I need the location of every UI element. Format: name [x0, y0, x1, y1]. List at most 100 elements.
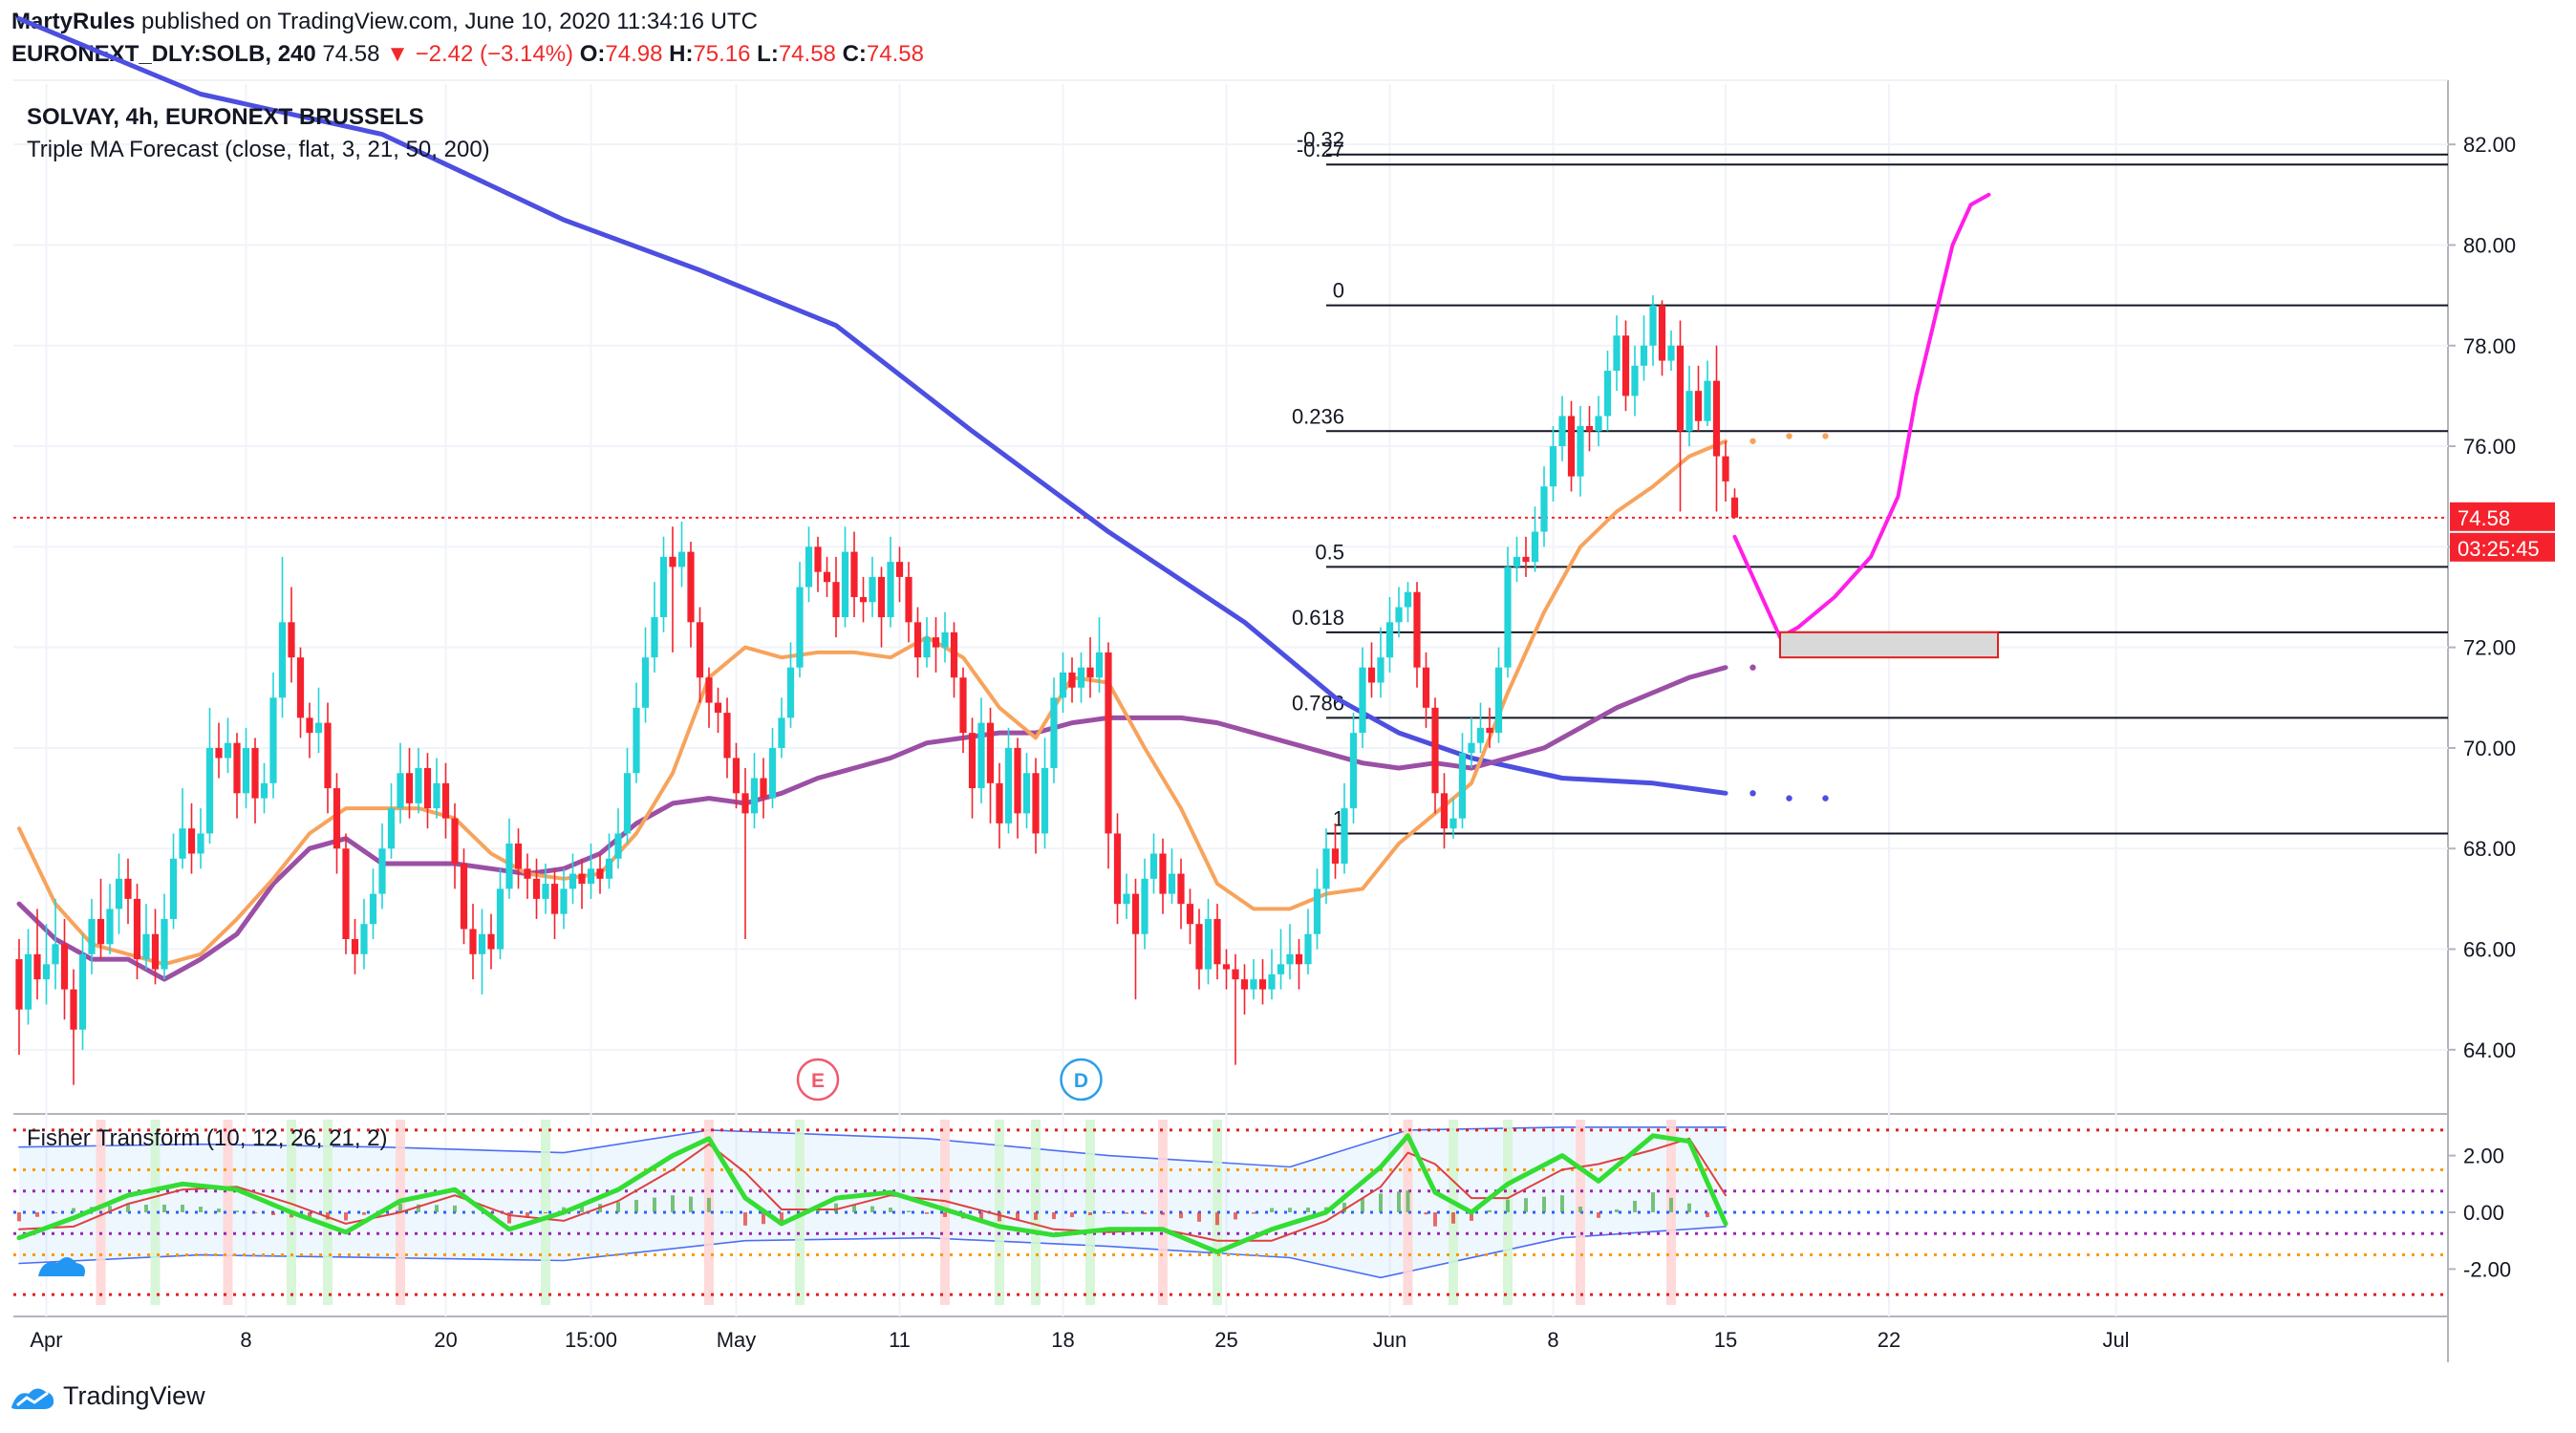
price-tag-bg — [2450, 502, 2555, 531]
candle-down — [251, 747, 259, 799]
candle-down — [1032, 773, 1040, 834]
candle-down — [1440, 793, 1449, 829]
fisher-histogram-bar — [1633, 1200, 1637, 1212]
candle-down — [296, 657, 305, 718]
fisher-histogram-bar — [126, 1204, 130, 1212]
close-value: 74.58 — [866, 41, 924, 67]
candle-up — [242, 747, 250, 794]
candle-up — [1504, 567, 1512, 668]
candle-down — [306, 717, 313, 734]
candle-up — [197, 833, 204, 854]
candle-up — [397, 773, 404, 809]
fisher-histogram-bar — [1125, 1212, 1128, 1214]
candle-down — [288, 622, 295, 658]
fisher-histogram-bar — [290, 1212, 293, 1218]
fisher-histogram-bar — [725, 1211, 729, 1213]
candle-up — [786, 667, 795, 718]
fisher-histogram-bar — [144, 1204, 148, 1212]
fisher-histogram-bar — [35, 1212, 39, 1217]
candle-up — [169, 858, 178, 919]
candle-down — [687, 551, 695, 623]
fisher-histogram-bar — [1578, 1206, 1582, 1212]
candle-up — [1577, 426, 1584, 477]
candle-up — [768, 747, 777, 799]
candle-up — [1268, 973, 1276, 990]
candle-down — [832, 582, 840, 618]
price-tick-label: 66.00 — [2463, 938, 2516, 962]
candle-up — [1041, 768, 1049, 834]
candle-up — [750, 778, 759, 814]
footer-brand[interactable]: TradingView — [63, 1381, 205, 1410]
candle-down — [596, 868, 604, 879]
candle-down — [423, 768, 432, 809]
fib-level-label: 0.618 — [1292, 606, 1344, 630]
fisher-histogram-bar — [199, 1207, 203, 1212]
fib-level-label: -0.27 — [1297, 138, 1344, 161]
candle-up — [941, 631, 949, 648]
main-panel-legend: SOLVAY, 4h, EURONEXT BRUSSELS Triple MA … — [27, 101, 490, 166]
time-tick-label: 8 — [1547, 1328, 1558, 1352]
candle-up — [1685, 391, 1693, 432]
candle-down — [1712, 380, 1721, 457]
fisher-histogram-bar — [707, 1197, 711, 1212]
fisher-histogram-bar — [1506, 1199, 1510, 1212]
event-marker-label: D — [1074, 1070, 1088, 1092]
symbol-label[interactable]: EURONEXT_DLY:SOLB, 240 — [11, 41, 316, 67]
candle-up — [887, 562, 894, 618]
time-tick-label: 20 — [434, 1328, 457, 1352]
indicator-title[interactable]: Triple MA Forecast (close, flat, 3, 21, … — [27, 137, 490, 162]
candle-up — [24, 953, 32, 1010]
candle-down — [70, 989, 77, 1030]
fisher-histogram-bar — [616, 1202, 620, 1212]
fisher-histogram-bar — [943, 1212, 947, 1217]
forecast-projection-line — [1732, 192, 1991, 640]
candle-up — [387, 808, 396, 849]
candle-down — [1422, 667, 1430, 708]
candle-down — [823, 571, 831, 583]
candle-up — [1313, 888, 1321, 934]
candle-down — [1105, 652, 1112, 834]
candle-up — [106, 909, 114, 945]
fisher-histogram-bar — [235, 1210, 239, 1212]
ma-projection-dot — [1822, 795, 1829, 802]
candle-down — [1177, 873, 1185, 905]
author-name[interactable]: MartyRules — [11, 9, 136, 34]
candle-up — [1059, 672, 1067, 698]
candle-down — [1186, 904, 1194, 925]
fisher-histogram-bar — [780, 1212, 784, 1223]
ma-projection-dot — [1786, 795, 1792, 802]
candle-down — [187, 828, 196, 854]
candle-up — [1595, 416, 1602, 432]
candle-down — [524, 868, 531, 879]
candle-down — [1240, 979, 1249, 990]
candle-up — [1359, 667, 1366, 734]
candle-up — [1494, 667, 1503, 734]
fisher-histogram-bar — [1034, 1212, 1038, 1220]
fisher-histogram-bar — [1215, 1212, 1219, 1226]
fisher-histogram-bar — [1397, 1191, 1401, 1212]
candle-up — [641, 657, 650, 708]
candle-up — [1250, 979, 1257, 990]
candle-up — [496, 888, 504, 950]
candle-down — [1486, 727, 1493, 734]
fisher-histogram-bar — [743, 1212, 747, 1226]
oscillator-title[interactable]: Fisher Transform (10, 12, 26, 21, 2) — [27, 1125, 388, 1151]
candle-down — [1331, 848, 1340, 865]
candle-up — [778, 717, 785, 748]
candle-down — [1367, 667, 1376, 683]
low-label: L: — [757, 41, 779, 67]
candle-down — [333, 788, 341, 849]
fisher-histogram-bar — [1451, 1212, 1455, 1224]
fisher-histogram-bar — [1270, 1208, 1274, 1212]
candle-up — [1168, 873, 1176, 894]
candle-up — [1704, 380, 1711, 421]
fisher-histogram-bar — [1143, 1212, 1147, 1215]
candle-down — [1295, 953, 1303, 965]
event-marker — [796, 1058, 840, 1101]
fisher-histogram-bar — [925, 1212, 929, 1214]
candle-down — [1159, 853, 1167, 894]
candle-down — [342, 848, 350, 939]
candle-up — [478, 933, 486, 954]
fisher-histogram-bar — [1379, 1193, 1383, 1212]
